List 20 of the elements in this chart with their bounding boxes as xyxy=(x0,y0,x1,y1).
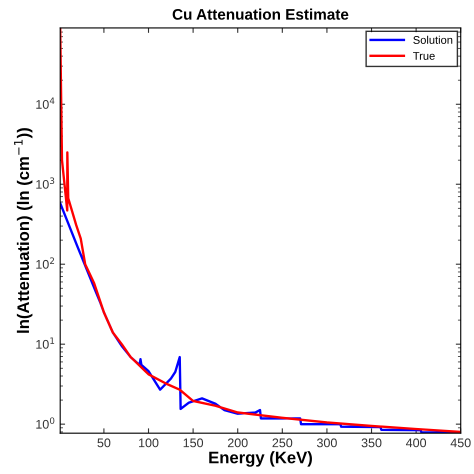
legend-label: True xyxy=(413,52,435,60)
x-tick-label: 250 xyxy=(272,438,292,448)
y-tick-label: 10$^{0}$ xyxy=(36,417,54,429)
x-tick-label: 150 xyxy=(184,438,204,448)
x-tick-label: 300 xyxy=(316,438,337,448)
x-tick-label: 400 xyxy=(406,438,426,448)
y-tick-label: 10$^{2}$ xyxy=(36,257,54,269)
chart-title: Cu Attenuation Estimate xyxy=(172,8,348,20)
y-tick-label: 10$^{3}$ xyxy=(36,177,54,189)
x-axis-title: Energy (KeV) xyxy=(209,451,312,467)
line-series xyxy=(60,28,461,434)
x-tick-label: 200 xyxy=(228,438,248,448)
legend-label: Solution xyxy=(413,36,452,44)
x-tick-label: 450 xyxy=(450,438,471,448)
y-tick-label: 10$^{4}$ xyxy=(36,98,54,109)
y-tick-label: 10$^{1}$ xyxy=(36,337,54,349)
x-tick-label: 100 xyxy=(139,438,158,448)
x-tick-label: 50 xyxy=(97,438,110,448)
y-axis-title: ln(Attenuation) (ln (cm$^{−1}$)) xyxy=(14,128,32,333)
x-tick-label: 350 xyxy=(362,438,382,448)
